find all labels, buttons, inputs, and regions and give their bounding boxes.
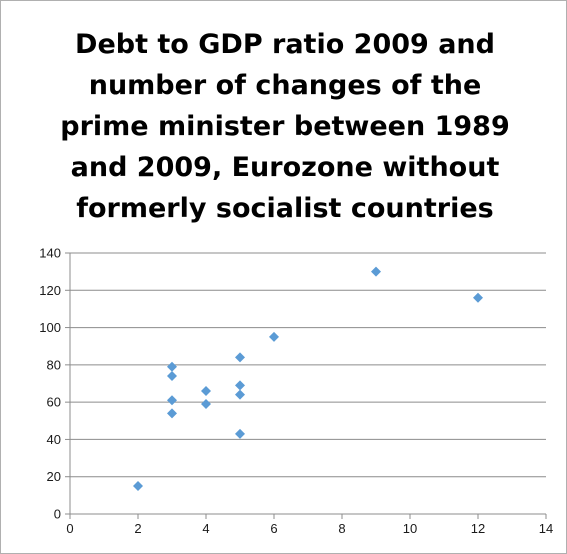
x-tick-label: 8 — [338, 521, 345, 536]
chart-title-line: prime minister between 1989 — [60, 111, 510, 142]
y-tick-label: 60 — [47, 395, 61, 410]
data-point — [167, 361, 177, 372]
data-point — [235, 389, 245, 400]
data-point — [167, 371, 177, 382]
chart-title-line: Debt to GDP ratio 2009 and — [75, 29, 495, 60]
chart-title-line: and 2009, Eurozone without — [70, 152, 500, 183]
x-tick-label: 4 — [202, 521, 209, 536]
data-point — [269, 331, 279, 342]
x-tick-label: 14 — [539, 521, 553, 536]
chart-title: Debt to GDP ratio 2009 and number of cha… — [30, 24, 540, 229]
chart-title-line: number of changes of the — [88, 70, 482, 101]
y-tick-label: 80 — [47, 357, 61, 372]
data-points — [133, 266, 483, 492]
data-point — [167, 408, 177, 419]
x-tick-label: 2 — [134, 521, 141, 536]
data-point — [235, 380, 245, 391]
data-point — [167, 395, 177, 406]
data-point — [235, 352, 245, 363]
data-point — [201, 399, 211, 410]
chart-title-line: formerly socialist countries — [76, 193, 494, 224]
y-tick-label: 0 — [54, 507, 61, 522]
y-tick-label: 140 — [39, 246, 61, 261]
x-tick-label: 12 — [471, 521, 485, 536]
x-tick-label: 10 — [403, 521, 417, 536]
y-tick-label: 20 — [47, 469, 61, 484]
data-point — [201, 385, 211, 396]
data-point — [133, 481, 143, 492]
y-tick-label: 40 — [47, 432, 61, 447]
x-tick-label: 6 — [270, 521, 277, 536]
data-point — [473, 292, 483, 303]
axes — [69, 253, 546, 515]
y-tick-label: 120 — [39, 283, 61, 298]
x-axis-ticks: 0 2 4 6 8 10 12 14 — [66, 514, 553, 536]
y-tick-label: 100 — [39, 320, 61, 335]
gridlines — [65, 252, 546, 515]
y-axis-ticks: 0 20 40 60 80 100 120 140 — [39, 246, 61, 522]
data-point — [371, 266, 381, 277]
x-tick-label: 0 — [66, 521, 73, 536]
data-point — [235, 428, 245, 439]
